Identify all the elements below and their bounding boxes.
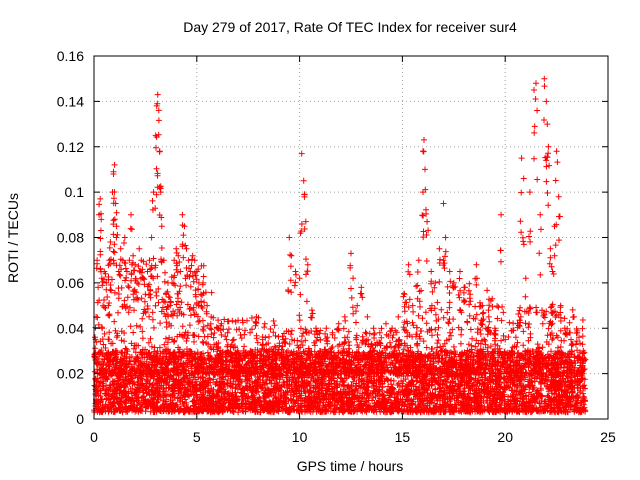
x-tick-labels: 0 5 10 15 20 25 <box>90 429 616 445</box>
x-tick-label: 20 <box>497 429 513 445</box>
data-points <box>91 75 589 416</box>
x-tick-label: 5 <box>193 429 201 445</box>
y-tick-label: 0.16 <box>57 48 84 64</box>
x-axis-label: GPS time / hours <box>297 458 404 474</box>
y-tick-label: 0.04 <box>57 320 84 336</box>
chart-title: Day 279 of 2017, Rate Of TEC Index for r… <box>183 19 517 35</box>
y-tick-label: 0.02 <box>57 366 84 382</box>
x-tick-label: 25 <box>600 429 616 445</box>
y-tick-label: 0.14 <box>57 93 84 109</box>
plus-markers <box>91 75 589 416</box>
x-tick-label: 10 <box>292 429 308 445</box>
y-tick-label: 0.06 <box>57 275 84 291</box>
y-tick-label: 0.08 <box>57 230 84 246</box>
x-tick-label: 15 <box>395 429 411 445</box>
axis-ticks <box>93 55 609 420</box>
y-axis-label: ROTI / TECUs <box>5 193 21 283</box>
x-tick-label: 0 <box>90 429 98 445</box>
y-tick-labels: 0 0.02 0.04 0.06 0.08 0.1 0.12 0.14 0.16 <box>57 48 84 427</box>
y-tick-label: 0.1 <box>65 184 85 200</box>
y-tick-label: 0 <box>76 411 84 427</box>
y-tick-label: 0.12 <box>57 139 84 155</box>
